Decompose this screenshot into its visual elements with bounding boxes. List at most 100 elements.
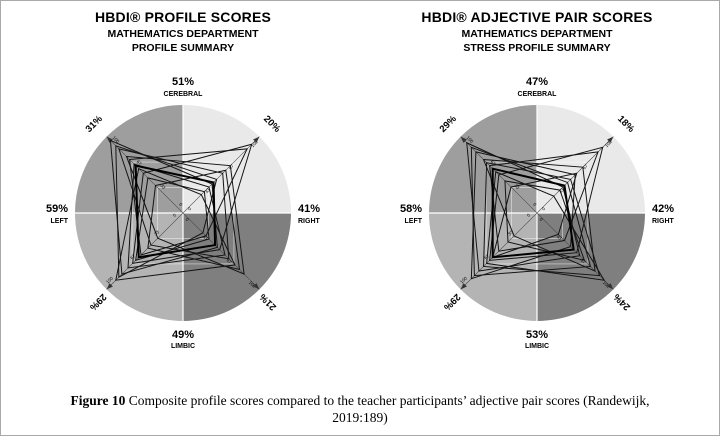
axis-tick-label: 100 bbox=[602, 280, 611, 289]
axis-arrow-icon bbox=[460, 136, 467, 144]
right-score: 42% bbox=[652, 203, 674, 215]
participant-profile-polygon bbox=[470, 146, 592, 277]
axis-tick-label: 0 bbox=[539, 217, 545, 223]
participant-profile-polygon bbox=[466, 142, 581, 272]
axis-tick-label: 33 bbox=[513, 183, 520, 190]
right-score: 41% bbox=[298, 203, 320, 215]
axis-tick-label: 0 bbox=[526, 212, 532, 218]
limbic-score: 53% bbox=[526, 329, 548, 341]
composite-profile-polygon bbox=[491, 167, 575, 259]
radar-chart-svg: 0336710003367100033671000336710051%CEREB… bbox=[46, 76, 321, 350]
axis-tick-label: 33 bbox=[556, 234, 563, 241]
quadrant-d-score: 20% bbox=[261, 114, 283, 136]
quadrant-c-score: 21% bbox=[257, 291, 279, 313]
axis-tick-label: 0 bbox=[541, 206, 547, 212]
participant-profile-polygon bbox=[489, 151, 599, 253]
axis-tick-label: 67 bbox=[490, 159, 497, 166]
adjective-chart-subtitle-line1: MATHEMATICS DEPARTMENT bbox=[461, 28, 613, 40]
figure-caption-label: Figure 10 bbox=[70, 392, 126, 408]
participant-profile-polygon bbox=[127, 163, 226, 269]
axis-tick-label: 0 bbox=[178, 202, 184, 208]
profile-chart-title: HBDI® PROFILE SCORES bbox=[94, 9, 272, 25]
axis-tick-label: 100 bbox=[248, 280, 257, 289]
quadrant-a-score: 29% bbox=[438, 114, 460, 136]
limbic-score: 49% bbox=[172, 329, 194, 341]
limbic-label: LIMBIC bbox=[525, 343, 549, 350]
composite-profile-polygon bbox=[134, 164, 217, 259]
participant-profile-polygon bbox=[118, 148, 230, 260]
axis-tick-label: 100 bbox=[250, 139, 259, 148]
profile-chart-subtitle-line2: PROFILE SUMMARY bbox=[131, 41, 235, 54]
adjective-pair-scores-panel: HBDI® ADJECTIVE PAIR SCORES MATHEMATICS … bbox=[363, 7, 711, 390]
adjective-radar-chart: 0 33 67 100 0 33 67 100 0 33 67 100 0 33 67 100 47% CEREB… bbox=[363, 55, 711, 367]
right-label: RIGHT bbox=[298, 218, 321, 225]
left-label: LEFT bbox=[405, 218, 423, 225]
cerebral-label: CEREBRAL bbox=[518, 91, 558, 98]
profile-chart-subtitle: MATHEMATICS DEPARTMENT PROFILE SUMMARY bbox=[107, 28, 258, 55]
axis-tick-label: 67 bbox=[228, 163, 235, 170]
axis-tick-label: 33 bbox=[153, 229, 160, 236]
participant-profile-polygon bbox=[470, 151, 576, 280]
quadrant-c-score: 24% bbox=[611, 291, 633, 313]
participant-profile-polygon bbox=[491, 172, 578, 259]
left-score: 58% bbox=[400, 203, 422, 215]
profile-chart-subtitle-line1: MATHEMATICS DEPARTMENT bbox=[107, 28, 259, 40]
axis-arrow-icon bbox=[106, 136, 113, 144]
axis-tick-label: 100 bbox=[112, 135, 121, 144]
axis-tick-label: 0 bbox=[185, 217, 191, 223]
axis-tick-label: 33 bbox=[558, 187, 565, 194]
axis-tick-label: 100 bbox=[105, 276, 114, 285]
cerebral-score: 51% bbox=[172, 76, 194, 88]
participant-profile-polygon bbox=[486, 171, 606, 282]
profile-radar-chart: 0 33 67 100 0 33 67 100 0 33 67 100 0 33 67 100 51% CEREB… bbox=[9, 55, 357, 367]
quadrant-a-score: 31% bbox=[84, 114, 106, 136]
axis-tick-label: 33 bbox=[507, 229, 514, 236]
axis-tick-label: 100 bbox=[459, 276, 468, 285]
radar-chart-svg: 0336710003367100033671000336710047%CEREB… bbox=[400, 76, 675, 350]
axis-arrow-icon bbox=[253, 283, 260, 290]
axis-tick-label: 67 bbox=[136, 159, 143, 166]
figure-caption-line1: Composite profile scores compared to the… bbox=[125, 392, 650, 408]
profile-scores-panel: HBDI® PROFILE SCORES MATHEMATICS DEPARTM… bbox=[9, 7, 357, 390]
participant-profile-polygon bbox=[504, 180, 586, 262]
cerebral-score: 47% bbox=[526, 76, 548, 88]
left-label: LEFT bbox=[51, 218, 69, 225]
axis-tick-label: 33 bbox=[204, 187, 211, 194]
axis-tick-label: 67 bbox=[582, 163, 589, 170]
axis-tick-label: 67 bbox=[580, 258, 587, 265]
axis-tick-label: 33 bbox=[202, 234, 209, 241]
quadrant-b-score: 29% bbox=[87, 291, 109, 313]
left-score: 59% bbox=[46, 203, 68, 215]
quadrant-d-score: 18% bbox=[615, 114, 637, 136]
quadrant-b-score: 29% bbox=[441, 291, 463, 313]
adjective-chart-subtitle: MATHEMATICS DEPARTMENT STRESS PROFILE SU… bbox=[461, 28, 612, 55]
axis-tick-label: 67 bbox=[226, 258, 233, 265]
cerebral-label: CEREBRAL bbox=[164, 91, 204, 98]
axis-arrow-icon bbox=[106, 283, 113, 290]
participant-profile-polygon bbox=[132, 143, 253, 265]
axis-arrow-icon bbox=[607, 283, 614, 290]
participant-profile-polygon bbox=[483, 162, 601, 277]
axis-tick-label: 100 bbox=[604, 139, 613, 148]
axis-tick-label: 0 bbox=[532, 202, 538, 208]
diagonal-axis-b-d bbox=[460, 136, 614, 290]
participant-profile-polygon bbox=[115, 145, 218, 279]
participant-profile-polygon bbox=[135, 177, 210, 262]
axis-tick-label: 33 bbox=[159, 183, 166, 190]
adjective-chart-subtitle-line2: STRESS PROFILE SUMMARY bbox=[463, 41, 611, 54]
axis-arrow-icon bbox=[253, 136, 260, 144]
axis-arrow-icon bbox=[607, 136, 614, 144]
charts-row: HBDI® PROFILE SCORES MATHEMATICS DEPARTM… bbox=[9, 7, 711, 390]
participant-profile-polygon bbox=[482, 159, 596, 273]
figure-caption: Figure 10 Composite profile scores compa… bbox=[9, 390, 711, 429]
axis-arrow-icon bbox=[460, 283, 467, 290]
participant-profile-polygon bbox=[147, 169, 241, 271]
axis-tick-label: 0 bbox=[187, 206, 193, 212]
right-label: RIGHT bbox=[652, 218, 675, 225]
axis-tick-label: 0 bbox=[172, 212, 178, 218]
figure-caption-line2: 2019:189) bbox=[332, 410, 388, 426]
limbic-label: LIMBIC bbox=[171, 343, 195, 350]
axis-tick-label: 100 bbox=[466, 135, 475, 144]
participant-profile-polygon bbox=[125, 156, 245, 276]
